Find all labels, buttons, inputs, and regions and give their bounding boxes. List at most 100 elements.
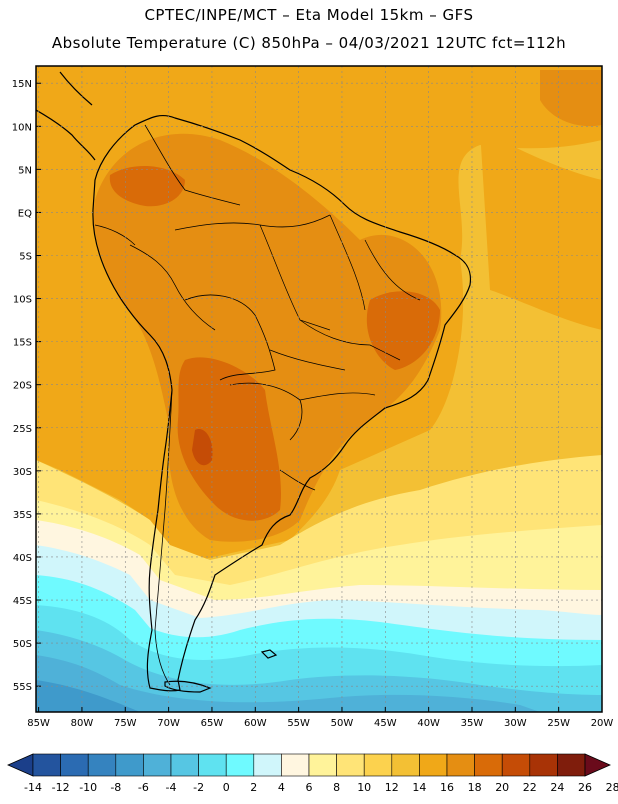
colorbar-tick-label: -4: [166, 781, 177, 794]
colorbar-swatch: [308, 753, 337, 777]
lon-label: 85W: [27, 718, 50, 729]
colorbar-swatch: [419, 753, 448, 777]
colorbar-tick-label: 22: [523, 781, 537, 794]
lon-label: 35W: [461, 718, 484, 729]
colorbar-tick-label: 14: [412, 781, 426, 794]
colorbar-swatch: [60, 753, 89, 777]
field-orange-ne: [540, 70, 602, 127]
temperature-field: [36, 66, 602, 712]
lon-label: 55W: [287, 718, 310, 729]
falklands-outline: [260, 649, 278, 659]
colorbar-swatch: [253, 753, 282, 777]
colorbar-swatch: [501, 753, 531, 777]
south-america-outline: [92, 114, 472, 692]
colorbar-swatch: [143, 753, 172, 777]
lon-label: 80W: [71, 718, 94, 729]
state-border-5: [299, 392, 376, 401]
colorbar-tick-label: 4: [278, 781, 285, 794]
lat-label: 15N: [12, 79, 32, 90]
lat-label: 45S: [13, 596, 32, 607]
colorbar-tick-label: -2: [193, 781, 204, 794]
state-borders: [259, 214, 421, 401]
state-border-4: [299, 319, 401, 361]
colorbar-swatch: [474, 753, 503, 777]
tierra-del-fuego-outline: [164, 680, 212, 693]
colorbar-swatch: [363, 753, 393, 777]
colorbar-tick-label: 8: [333, 781, 340, 794]
lon-label: 25W: [547, 718, 570, 729]
lon-label: 70W: [157, 718, 180, 729]
colorbar-tick-label: -12: [52, 781, 70, 794]
lon-label: 30W: [504, 718, 527, 729]
field-hot-north: [109, 165, 185, 207]
field-hot-east: [366, 291, 440, 370]
lon-label: 65W: [201, 718, 224, 729]
colorbar-tick-label: 10: [357, 781, 371, 794]
field-hottest: [192, 429, 213, 466]
state-border-6: [269, 349, 346, 371]
field-teal-2: [36, 630, 602, 712]
colorbar-tick-label: -14: [24, 781, 42, 794]
colorbar-swatch: [87, 753, 117, 777]
colorbar-high-arrow: [584, 753, 611, 777]
border-uruguay: [279, 469, 316, 491]
graticule: [36, 66, 603, 712]
latitude-labels: 15N 10N 5N EQ 5S 10S 15S 20S 25S 30S 35S 40S 45S 50S 5…: [12, 79, 32, 693]
lat-label: 5N: [18, 165, 32, 176]
lat-label: 30S: [13, 467, 32, 478]
border-peru-brazil: [129, 244, 216, 331]
country-borders: [94, 124, 331, 686]
lon-label: 50W: [331, 718, 354, 729]
lat-label: 40S: [13, 553, 32, 564]
field-warm-east: [480, 130, 602, 330]
colorbar-swatch: [198, 753, 227, 777]
colorbar-low-arrow: [7, 753, 34, 777]
colorbar-swatch: [281, 753, 310, 777]
colorbar-swatch: [170, 753, 199, 777]
lon-label: 20W: [591, 718, 614, 729]
border-colombia-venezuela: [144, 124, 241, 206]
colorbar-tick-label: 18: [468, 781, 482, 794]
colorbar: -14 -12 -10 -8 -6 -4 -2 0 2 4 6 8 10 12 14 16 18 20 22 24 26…: [7, 753, 618, 794]
colorbar-tick-label: -8: [110, 781, 121, 794]
lat-label: EQ: [18, 208, 32, 219]
lon-label: 45W: [374, 718, 397, 729]
field-hot-core: [177, 357, 282, 521]
lat-label: 10N: [12, 122, 32, 133]
colorbar-swatch: [446, 753, 475, 777]
border-argentina-chile: [154, 389, 173, 686]
colorbar-tick-label: 26: [578, 781, 592, 794]
lat-label: 5S: [19, 251, 32, 262]
field-blue: [36, 655, 540, 712]
colorbar-swatch: [336, 753, 365, 777]
lon-label: 40W: [417, 718, 440, 729]
title-line-2: Absolute Temperature (C) 850hPa – 04/03/…: [51, 34, 567, 52]
lon-label: 60W: [244, 718, 267, 729]
lat-label: 35S: [13, 510, 32, 521]
map-frame: [35, 65, 603, 713]
colorbar-tick-label: 6: [306, 781, 313, 794]
lat-label: 25S: [13, 424, 32, 435]
colorbar-tick-label: 20: [495, 781, 509, 794]
coastlines: [36, 71, 472, 693]
colorbar-swatch: [391, 753, 420, 777]
colorbar-swatch: [529, 753, 558, 777]
lat-label: 15S: [13, 338, 32, 349]
colorbar-tick-label: 16: [440, 781, 454, 794]
colorbar-tick-label: 12: [385, 781, 399, 794]
colorbar-tick-label: 28: [606, 781, 618, 794]
central-america-outline: [36, 71, 96, 161]
state-border-3: [364, 239, 421, 301]
field-deep-blue: [36, 680, 140, 712]
colorbar-tick-label: -10: [79, 781, 97, 794]
colorbar-tick-label: 0: [223, 781, 230, 794]
title-line-1: CPTEC/INPE/MCT – Eta Model 15km – GFS: [144, 6, 474, 24]
colorbar-swatch: [115, 753, 144, 777]
colorbar-swatch: [225, 753, 255, 777]
state-border-2: [329, 214, 366, 311]
lat-label: 10S: [13, 295, 32, 306]
colorbar-tick-label: 24: [550, 781, 564, 794]
lat-label: 55S: [13, 682, 32, 693]
